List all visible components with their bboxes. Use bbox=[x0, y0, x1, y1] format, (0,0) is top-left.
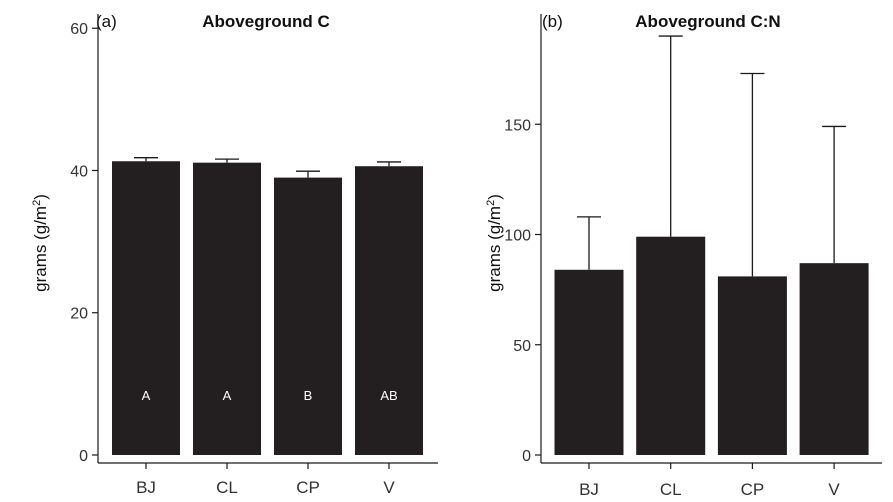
panel-a-bar-cl bbox=[193, 162, 261, 456]
panel-b-category-label: BJ bbox=[579, 480, 599, 499]
panel-b-category-label: CP bbox=[741, 480, 765, 499]
panel-a-category-label: BJ bbox=[136, 478, 156, 497]
panel-a-bar-cp bbox=[274, 177, 342, 455]
panel-a-significance-letter: A bbox=[142, 388, 151, 403]
panel-a: (a) Aboveground C grams (g/m2) 0 20 40 60 BJ… bbox=[31, 12, 438, 497]
panel-b-label: (b) bbox=[542, 12, 563, 31]
panel-b-category-label: V bbox=[828, 480, 840, 499]
panel-a-significance-letter: AB bbox=[380, 388, 397, 403]
panel-a-category-label: CL bbox=[216, 478, 238, 497]
panel-b-bar-v bbox=[799, 263, 869, 455]
panel-a-y-tick-label: 20 bbox=[70, 306, 88, 323]
panel-a-y-tick-label: 60 bbox=[70, 21, 88, 38]
panel-b-category-label: CL bbox=[660, 480, 682, 499]
panel-b-marks: 0 50 100 150 BJ CL CP V bbox=[504, 35, 869, 499]
panel-a-bar-v bbox=[355, 166, 423, 455]
panel-b: (b) Aboveground C:N grams (g/m2) 0 50 100 1… bbox=[485, 12, 882, 499]
panel-a-category-label: CP bbox=[296, 478, 320, 497]
panel-b-bar-cp bbox=[717, 276, 787, 455]
panel-b-bar-cl bbox=[636, 236, 706, 455]
panel-b-y-tick-label: 150 bbox=[504, 117, 531, 134]
panel-b-y-axis-label: grams (g/m2) bbox=[485, 194, 504, 292]
panel-b-y-tick-label: 0 bbox=[522, 448, 531, 465]
panel-a-label: (a) bbox=[96, 12, 117, 31]
panel-a-category-label: V bbox=[383, 478, 395, 497]
panel-a-y-tick-label: 0 bbox=[79, 448, 88, 465]
panel-b-bar-bj bbox=[554, 269, 624, 455]
panel-a-bar-bj bbox=[112, 161, 180, 455]
panel-b-title: Aboveground C:N bbox=[635, 12, 780, 31]
panel-b-y-tick-label: 100 bbox=[504, 228, 531, 245]
panel-a-significance-letter: B bbox=[304, 388, 313, 403]
panel-b-y-tick-label: 50 bbox=[513, 338, 531, 355]
panel-a-title: Aboveground C bbox=[202, 12, 330, 31]
panel-a-marks: 0 20 40 60 BJ A CL A CP B V AB bbox=[70, 21, 423, 497]
panel-a-y-axis-label: grams (g/m2) bbox=[31, 194, 50, 292]
panel-a-y-tick-label: 40 bbox=[70, 163, 88, 180]
panel-a-significance-letter: A bbox=[223, 388, 232, 403]
